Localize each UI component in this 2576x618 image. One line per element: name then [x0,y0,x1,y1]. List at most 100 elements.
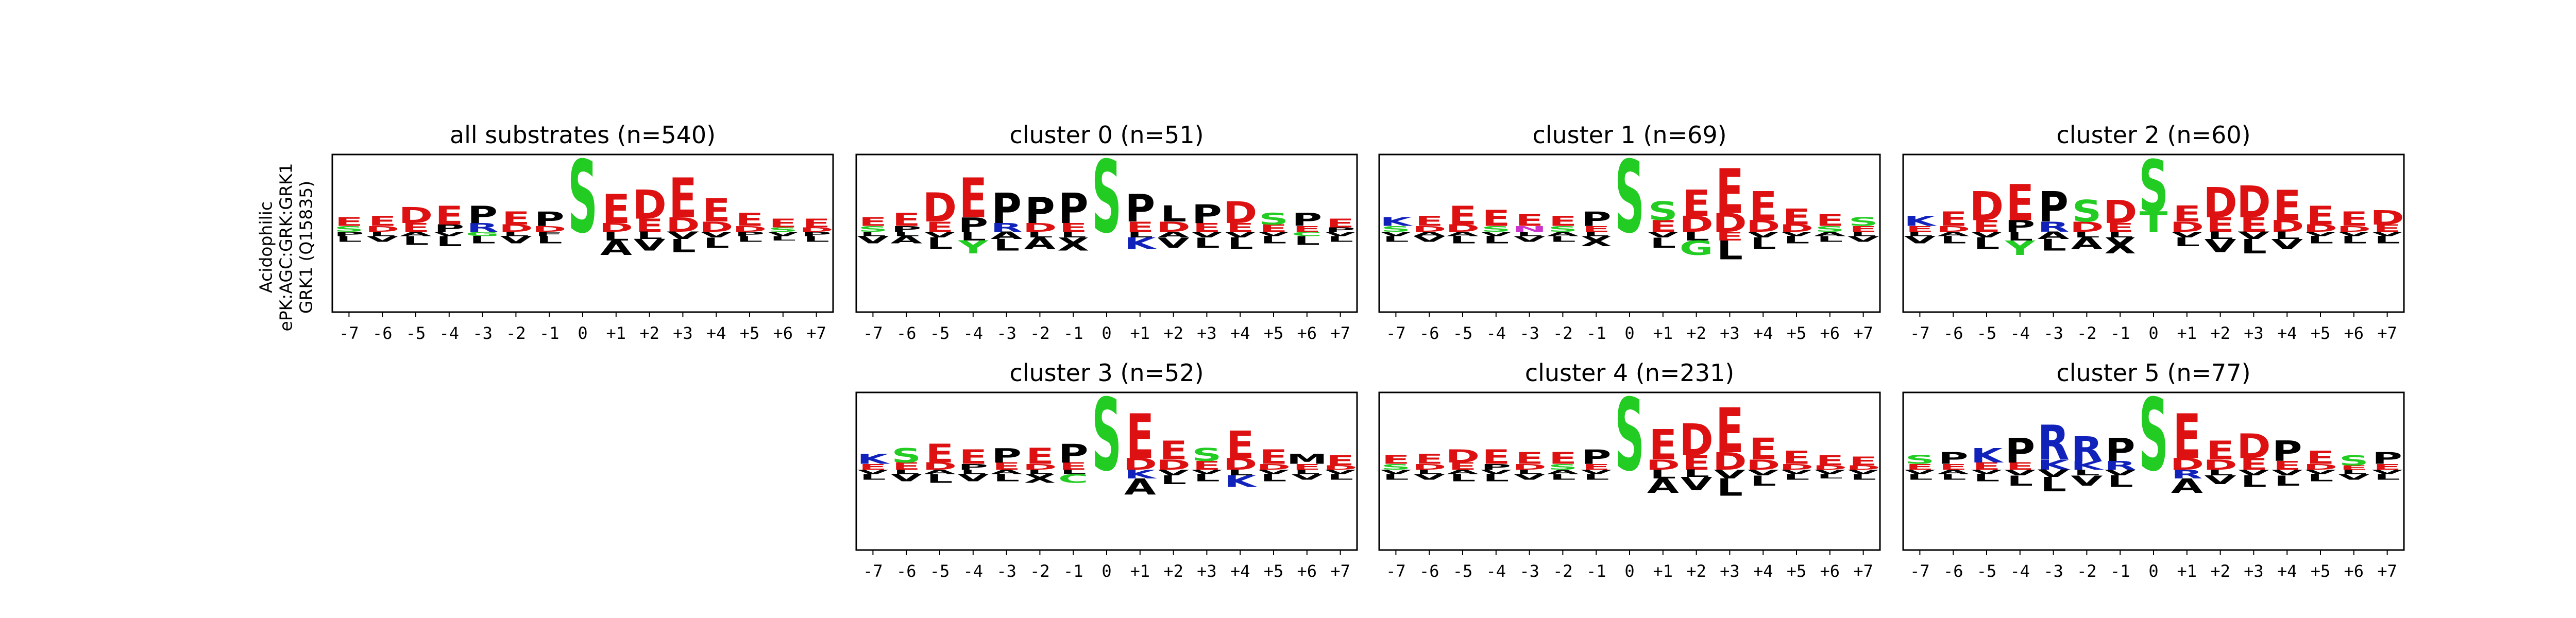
logo-letter: V [1325,469,1357,475]
logo-letter: E [1159,436,1188,466]
logo-letter: D [1646,457,1680,473]
logo-letter: S [1615,140,1645,255]
axes-frame [855,153,1358,313]
logo-letter: A [1158,230,1190,239]
logo-letter: V [1514,234,1546,244]
logo-panel-2: cluster 1 (n=69)SKVL-7DEAV-6DEAL-5SEVL-4… [1378,121,1881,343]
logo-letter: E [1260,222,1288,234]
x-tick-label: -6 [1943,323,1963,343]
logo-letter: E [1126,219,1154,235]
logo-letter: R [991,220,1023,234]
logo-letter: V [1480,231,1512,237]
x-tick-label: -4 [963,323,984,343]
logo-letter: L [1294,469,1320,475]
x-tick-label: +3 [673,323,693,343]
x-tick-label: +3 [1197,561,1217,581]
logo-letter: L [1160,202,1187,227]
logo-letter: E [1293,462,1321,472]
logo-letter: L [603,229,629,243]
logo-letter: K [1380,215,1413,229]
logo-letter: L [1907,472,1933,482]
x-tick-label: +7 [1330,561,1350,581]
logo-letter: A [1647,474,1679,497]
logo-letter: L [1194,235,1220,251]
logo-letter: P [1058,438,1089,469]
logo-letter: P [1192,199,1222,229]
logo-letter: D [1412,225,1446,234]
logo-letter: L [1683,468,1709,479]
panel-title: cluster 3 (n=52) [1009,359,1204,387]
x-tick-label: -7 [863,561,883,581]
logo-letter: L [960,469,986,475]
logo-letter: X [1024,472,1056,486]
logo-letter: E [2373,222,2401,234]
logo-letter: E [1326,216,1354,230]
logo-letter: E [802,216,831,230]
logo-letter: L [1750,473,1776,489]
logo-letter: A [1814,231,1846,237]
logo-letter: V [1413,472,1445,482]
x-tick-label: +7 [1853,561,1873,581]
logo-letter: L [2341,234,2367,246]
axes-frame [855,391,1358,551]
x-tick-label: -3 [2043,323,2063,343]
logo-letter: V [500,234,532,246]
logo-letter: G [1680,236,1714,260]
logo-letter: P [891,225,922,234]
logo-letter: E [1749,432,1777,467]
logo-letter: L [1450,234,1476,246]
logo-letter: L [1227,468,1253,477]
logo-letter: K [2038,457,2072,473]
logo-letter: E [1939,208,1968,231]
logo-letter: E [2307,200,2335,231]
logo-letter: E [1415,451,1444,467]
x-tick-label: +1 [2177,561,2197,581]
x-tick-label: +4 [1753,323,1773,343]
logo-letter: P [2105,432,2136,469]
logo-letter: L [503,231,529,237]
logo-letter: E [669,167,697,231]
logo-letter: V [1514,472,1546,482]
x-tick-label: +1 [1653,561,1673,581]
x-tick-label: +2 [1686,561,1706,581]
x-tick-label: -5 [1977,323,1997,343]
logo-letter: D [2370,206,2404,229]
x-tick-label: +5 [1787,323,1807,343]
logo-letter: E [926,219,954,235]
logo-letter: A [1937,469,1969,475]
logo-letter: E [1849,225,1877,234]
logo-letter: E [1906,225,1934,234]
logo-letter: S [1849,215,1878,229]
logo-letter: E [2240,213,2268,236]
logo-letter: P [1058,184,1089,233]
logo-letter: E [859,215,887,229]
logo-letter: L [2274,473,2300,489]
logo-letter: L [2274,230,2300,242]
logo-letter: L [2374,472,2400,482]
logo-letter: V [767,231,799,237]
logo-letter: V [1158,235,1190,251]
logo-letter: E [1449,460,1477,472]
x-tick-label: -3 [1519,561,1539,581]
logo-letter: S [334,225,364,234]
x-tick-label: 0 [1624,561,1634,581]
x-tick-label: +2 [639,323,659,343]
logo-letter: V [924,230,956,239]
x-tick-label: -7 [863,323,883,343]
logo-letter: L [1261,472,1287,484]
logo-letter: V [1904,234,1936,246]
logo-letter: V [1681,473,1713,494]
logo-letter: E [1783,448,1811,469]
logo-letter: E [402,220,430,234]
logo-letter: S [1615,377,1645,493]
logo-letter: D [1713,448,1747,475]
logo-letter: E [335,215,363,229]
logo-letter: S [1092,140,1122,255]
logo-letter: V [2238,468,2269,477]
logo-letter: G [466,231,500,237]
logo-letter: A [1124,474,1156,500]
logo-letter: X [1580,234,1612,250]
x-tick-label: +6 [2344,561,2364,581]
logo-letter: L [2241,235,2267,259]
logo-letter: A [1024,235,1056,253]
